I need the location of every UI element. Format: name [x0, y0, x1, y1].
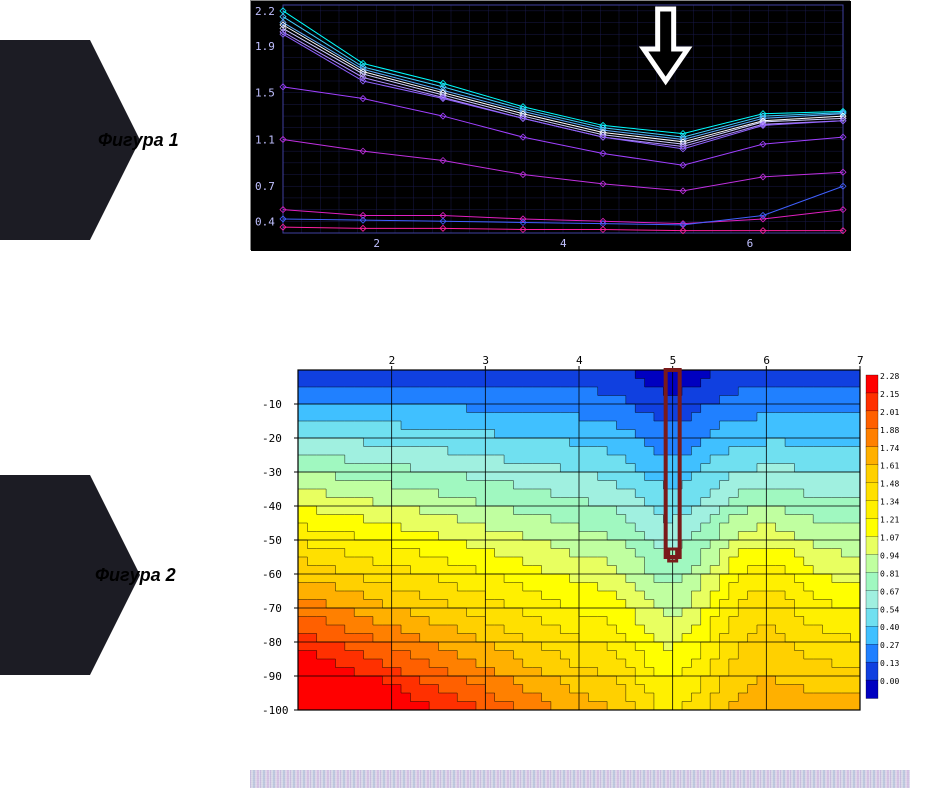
svg-text:2.28: 2.28	[880, 372, 899, 381]
svg-text:4: 4	[576, 354, 583, 367]
svg-text:2.15: 2.15	[880, 390, 899, 399]
svg-text:0.7: 0.7	[255, 180, 275, 193]
svg-text:0.13: 0.13	[880, 659, 899, 668]
svg-text:0.4: 0.4	[255, 215, 275, 228]
svg-text:2: 2	[373, 237, 380, 250]
svg-text:7: 7	[857, 354, 864, 367]
figure-2-heatmap: 2 3 4 5 6 7 -10 -20 -30 -40 -50 -60 -70 -80 -90 -100 2.2…	[250, 350, 910, 720]
figure-1-chart: 0.4 0.7 1.1 1.5 1.9 2.2 2 4 6	[250, 0, 850, 250]
svg-text:1.5: 1.5	[255, 87, 275, 100]
svg-text:2.01: 2.01	[880, 408, 899, 417]
svg-text:-30: -30	[262, 466, 282, 479]
svg-text:1.9: 1.9	[255, 40, 275, 53]
svg-text:0.94: 0.94	[880, 551, 899, 560]
svg-text:1.34: 1.34	[880, 498, 899, 507]
svg-text:-40: -40	[262, 500, 282, 513]
pentagon-marker-1	[0, 40, 90, 240]
svg-text:5: 5	[670, 354, 677, 367]
svg-text:-90: -90	[262, 670, 282, 683]
svg-text:-60: -60	[262, 568, 282, 581]
noise-strip	[250, 770, 910, 788]
svg-text:-80: -80	[262, 636, 282, 649]
svg-text:1.88: 1.88	[880, 426, 899, 435]
pentagon-marker-2	[0, 475, 90, 675]
svg-text:2: 2	[389, 354, 396, 367]
svg-text:6: 6	[763, 354, 770, 367]
svg-text:-50: -50	[262, 534, 282, 547]
figure-2-svg: 2 3 4 5 6 7 -10 -20 -30 -40 -50 -60 -70 -80 -90 -100 2.2…	[250, 350, 910, 720]
svg-text:0.00: 0.00	[880, 677, 899, 686]
svg-text:6: 6	[747, 237, 754, 250]
svg-text:1.07: 1.07	[880, 534, 899, 543]
svg-text:2.2: 2.2	[255, 5, 275, 18]
svg-text:1.74: 1.74	[880, 444, 899, 453]
svg-text:1.61: 1.61	[880, 462, 899, 471]
svg-text:4: 4	[560, 237, 567, 250]
svg-text:-20: -20	[262, 432, 282, 445]
svg-text:0.40: 0.40	[880, 623, 899, 632]
svg-text:0.54: 0.54	[880, 605, 899, 614]
svg-text:0.27: 0.27	[880, 641, 899, 650]
svg-text:1.1: 1.1	[255, 133, 275, 146]
figure-1-label: Фигура 1	[98, 130, 179, 151]
figure-1-svg: 0.4 0.7 1.1 1.5 1.9 2.2 2 4 6	[251, 1, 851, 251]
svg-text:0.67: 0.67	[880, 587, 899, 596]
svg-text:-70: -70	[262, 602, 282, 615]
svg-text:1.48: 1.48	[880, 480, 899, 489]
svg-text:-10: -10	[262, 398, 282, 411]
svg-text:0.81: 0.81	[880, 569, 899, 578]
svg-text:-100: -100	[262, 704, 289, 717]
svg-text:3: 3	[482, 354, 489, 367]
figure-2-label: Фигура 2	[95, 565, 176, 586]
svg-text:1.21: 1.21	[880, 516, 899, 525]
